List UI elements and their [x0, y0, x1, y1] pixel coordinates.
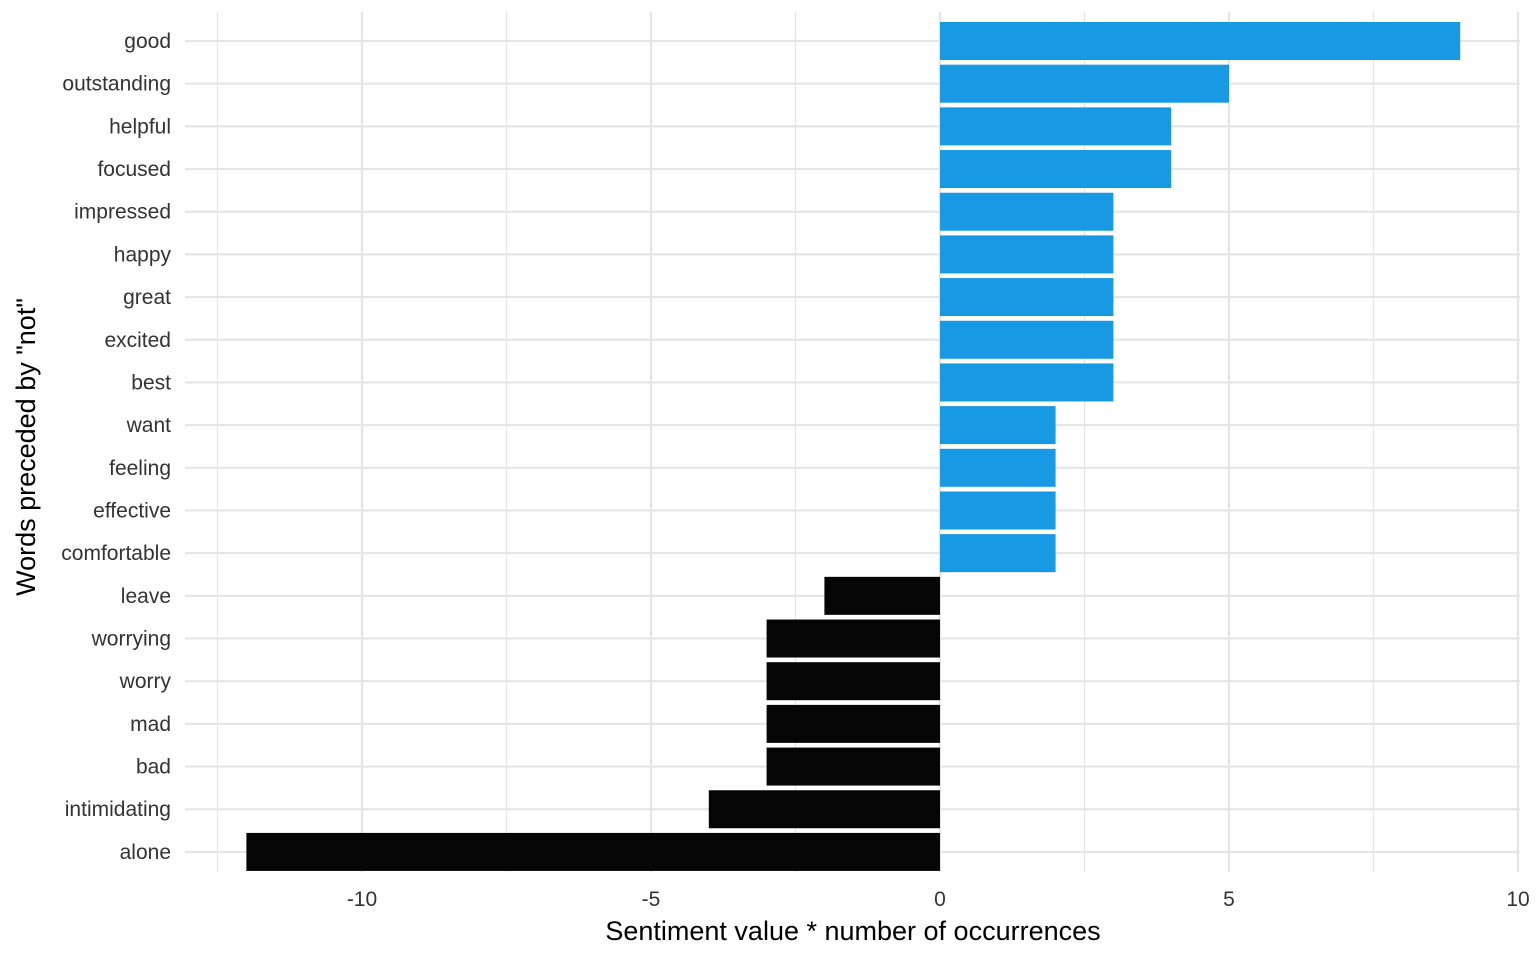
x-tick-label: 10: [1506, 888, 1529, 911]
bar-intimidating: [708, 790, 940, 829]
y-axis-title: Words preceded by "not": [11, 298, 41, 596]
bar-leave: [824, 576, 940, 615]
x-tick-label: 0: [934, 888, 946, 911]
bar-worrying: [766, 619, 940, 658]
y-tick-label: intimidating: [65, 798, 171, 821]
bar-effective: [940, 491, 1056, 530]
y-tick-label: feeling: [109, 457, 171, 480]
x-tick-label: -10: [347, 888, 377, 911]
bar-impressed: [940, 192, 1114, 231]
y-tick-label: comfortable: [61, 542, 171, 565]
grid: [185, 12, 1520, 872]
y-tick-label: focused: [97, 158, 171, 181]
y-tick-label: impressed: [74, 201, 171, 224]
bar-feeling: [940, 448, 1056, 487]
bar-happy: [940, 235, 1114, 274]
bar-worry: [766, 662, 940, 701]
y-tick-label: worry: [119, 670, 172, 693]
y-tick-label: excited: [104, 329, 171, 352]
x-tick-labels: -10 -5 0 5 10: [347, 888, 1530, 911]
y-tick-label: best: [131, 371, 171, 394]
bar-focused: [940, 150, 1172, 189]
bar-want: [940, 406, 1056, 445]
bar-outstanding: [940, 64, 1229, 103]
bar-comfortable: [940, 534, 1056, 573]
y-tick-label: outstanding: [62, 73, 171, 96]
y-tick-label: great: [123, 286, 171, 309]
y-tick-label: happy: [114, 243, 172, 266]
bar-bad: [766, 747, 940, 786]
bar-excited: [940, 320, 1114, 359]
bar-helpful: [940, 107, 1172, 146]
bars: [246, 22, 1461, 871]
y-tick-label: mad: [130, 713, 171, 736]
x-tick-label: -5: [642, 888, 661, 911]
y-tick-label: worrying: [91, 628, 171, 651]
y-tick-label: leave: [121, 585, 171, 608]
y-tick-label: effective: [93, 499, 171, 522]
bar-alone: [246, 832, 940, 871]
bar-good: [940, 22, 1461, 60]
bar-great: [940, 278, 1114, 317]
y-tick-label: helpful: [109, 115, 171, 138]
bar-best: [940, 363, 1114, 402]
y-tick-label: alone: [120, 841, 171, 864]
y-tick-label: bad: [136, 756, 171, 779]
y-tick-label: want: [126, 414, 172, 437]
x-axis-title: Sentiment value * number of occurrences: [605, 916, 1100, 946]
y-tick-labels: good outstanding helpful focused impressed ha…: [61, 30, 171, 864]
x-tick-label: 5: [1223, 888, 1235, 911]
y-tick-label: good: [124, 30, 171, 53]
bar-mad: [766, 704, 940, 743]
